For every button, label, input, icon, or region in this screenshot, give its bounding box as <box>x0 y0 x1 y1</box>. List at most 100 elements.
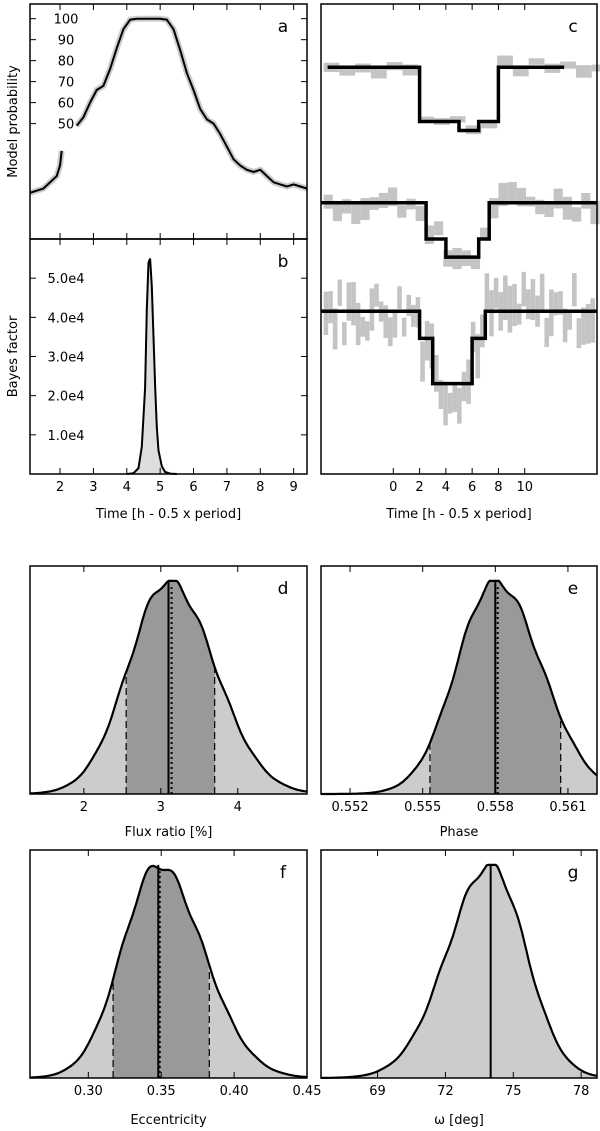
data-bin-1 <box>339 68 356 76</box>
x-tick-label-g: 72 <box>437 1084 454 1099</box>
data-bin-3 <box>475 334 481 379</box>
data-bin-3 <box>544 317 550 347</box>
data-bin-3 <box>452 384 458 413</box>
data-bin-3 <box>562 308 568 343</box>
data-bin-1 <box>418 116 435 123</box>
y-tick-label-a: 100 <box>54 13 79 28</box>
credible-interval-fill-f <box>113 865 210 1078</box>
data-bin-3 <box>346 282 352 321</box>
y-tick-label-a: 60 <box>58 97 75 112</box>
y-tick-label-b: 5.0e4 <box>48 272 85 287</box>
y-axis-label-b: Bayes factor <box>6 315 21 397</box>
data-bin-3 <box>507 285 513 333</box>
data-bin-3 <box>332 308 338 350</box>
y-tick-label-b: 1.0e4 <box>48 429 85 444</box>
y-tick-label-a: 70 <box>58 76 75 91</box>
x-tick-label-b: 5 <box>156 480 164 495</box>
data-bin-2 <box>351 201 361 224</box>
x-tick-label-f: 0.45 <box>293 1084 322 1099</box>
x-tick-label-c: 10 <box>516 480 533 495</box>
data-bin-3 <box>484 273 490 312</box>
x-axis-label-e: Phase <box>440 825 479 840</box>
data-bin-2 <box>535 199 545 215</box>
data-bin-2 <box>498 182 508 206</box>
data-bin-1 <box>591 64 600 72</box>
data-bin-2 <box>424 225 435 245</box>
data-bin-2 <box>470 256 481 269</box>
x-axis-label-g: ω [deg] <box>434 1113 484 1128</box>
panel-label-f: f <box>280 863 287 883</box>
x-tick-label-f: 0.40 <box>220 1084 249 1099</box>
data-bin-3 <box>466 359 471 404</box>
posterior-curve-d <box>29 579 308 795</box>
data-bin-3 <box>365 321 370 341</box>
data-bin-3 <box>493 277 499 309</box>
transit-model-2 <box>321 201 597 259</box>
data-bin-3 <box>351 282 356 326</box>
data-bin-3 <box>516 303 522 325</box>
x-tick-label-c: 0 <box>389 480 397 495</box>
data-bin-1 <box>512 67 529 77</box>
data-bin-1 <box>481 122 498 129</box>
data-bin-2 <box>489 198 499 219</box>
data-bin-3 <box>489 290 494 337</box>
data-bin-3 <box>323 291 329 336</box>
data-bin-2 <box>434 221 444 236</box>
x-tick-label-b: 4 <box>123 480 131 495</box>
data-bin-3 <box>328 291 333 324</box>
data-bin-3 <box>392 310 398 338</box>
data-bin-2 <box>332 200 343 222</box>
posterior-curve-e <box>321 579 598 796</box>
data-bin-3 <box>443 381 448 426</box>
x-tick-label-b: 2 <box>56 480 64 495</box>
data-bin-1 <box>560 61 576 69</box>
data-bin-2 <box>553 188 563 209</box>
data-bin-2 <box>572 207 582 222</box>
panel-label-a: a <box>278 17 288 37</box>
panel-label-g: g <box>568 863 579 883</box>
data-bin-3 <box>576 318 582 349</box>
data-bin-2 <box>360 198 370 220</box>
x-tick-label-f: 0.35 <box>147 1084 176 1099</box>
data-bin-3 <box>447 392 453 414</box>
x-tick-label-e: 0.555 <box>404 800 441 815</box>
data-bin-2 <box>480 227 490 239</box>
data-bin-2 <box>590 200 600 225</box>
data-bin-2 <box>342 199 352 214</box>
data-bin-2 <box>562 196 573 220</box>
data-bin-3 <box>461 371 467 402</box>
axes-frame-e <box>320 565 598 795</box>
bayes-factor-line <box>126 258 177 475</box>
x-tick-label-b: 8 <box>256 480 264 495</box>
panel-label-e: e <box>568 579 578 599</box>
data-bin-3 <box>480 314 485 348</box>
x-tick-label-d: 4 <box>234 800 242 815</box>
x-tick-label-b: 3 <box>89 480 97 495</box>
model-probability-line <box>29 17 308 194</box>
data-bin-3 <box>360 316 366 337</box>
data-bin-3 <box>457 387 462 424</box>
data-bin-2 <box>544 202 554 218</box>
axes-frame-c <box>320 3 598 475</box>
axes-frame-f <box>29 849 308 1079</box>
x-axis-label-d: Flux ratio [%] <box>125 825 213 840</box>
x-axis-label-c: Time [h - 0.5 x period] <box>385 507 531 522</box>
x-tick-label-b: 6 <box>189 480 197 495</box>
transit-model-1 <box>327 65 565 133</box>
axes-frame-d <box>29 565 308 795</box>
data-bin-3 <box>558 291 563 315</box>
axes-frame-b <box>29 238 308 475</box>
x-tick-label-c: 6 <box>468 480 476 495</box>
transit-model-3 <box>321 309 597 386</box>
x-tick-label-b: 9 <box>290 480 298 495</box>
data-bin-3 <box>406 294 412 317</box>
data-bin-2 <box>516 187 527 207</box>
data-bin-3 <box>388 317 393 347</box>
x-tick-label-c: 4 <box>442 480 450 495</box>
y-axis-label-a: Model probability <box>6 65 21 178</box>
x-axis-label-b: Time [h - 0.5 x period] <box>95 507 241 522</box>
x-tick-label-g: 78 <box>573 1084 590 1099</box>
x-tick-label-g: 69 <box>369 1084 386 1099</box>
data-bin-3 <box>355 302 361 346</box>
